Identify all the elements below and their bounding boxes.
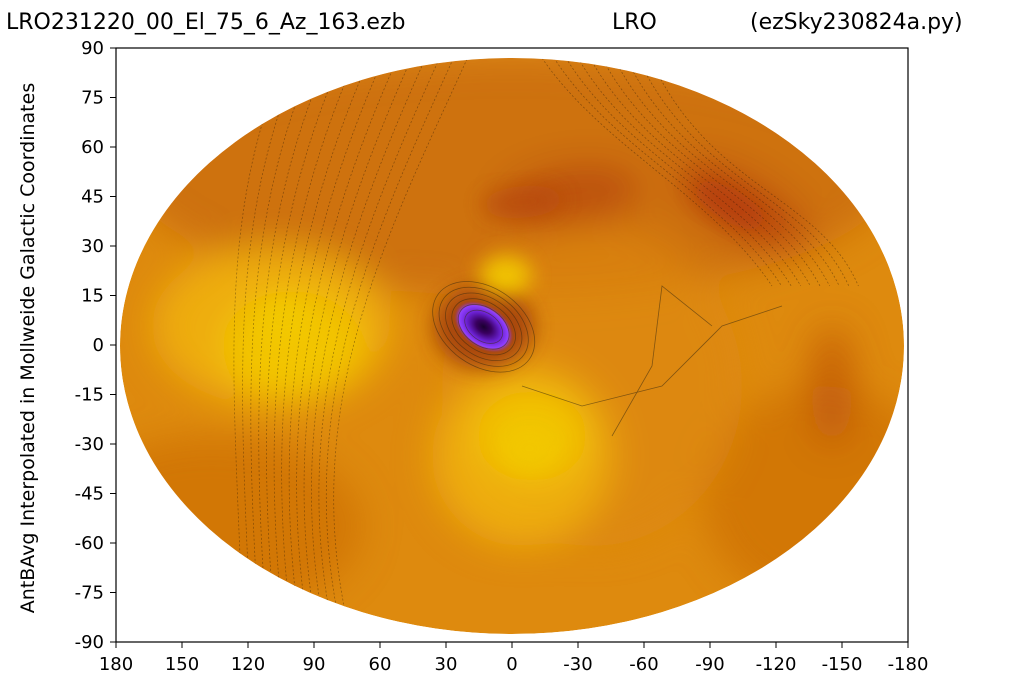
- x-tick-label: 90: [303, 654, 326, 675]
- contour-line: [625, 58, 840, 287]
- y-tick-label: -75: [75, 583, 104, 604]
- script-version-title: (ezSky230824a.py): [750, 10, 963, 35]
- x-tick-label: 120: [231, 654, 265, 675]
- x-tick-label: 30: [435, 654, 458, 675]
- x-tick-label: -120: [756, 654, 797, 675]
- contour-line: [637, 58, 850, 287]
- contour-line: [242, 58, 305, 634]
- contour-line: [613, 58, 830, 287]
- absorption-minimum-feature: [453, 300, 515, 354]
- x-tick-label: 0: [506, 654, 517, 675]
- x-tick-label: -30: [563, 654, 592, 675]
- contour-line: [601, 58, 821, 287]
- contour-ring: [457, 304, 510, 350]
- intensity-low-feature: [483, 185, 563, 219]
- y-tick-label: -60: [75, 533, 104, 554]
- site-title: LRO: [612, 10, 657, 35]
- contour-line: [311, 58, 431, 634]
- contour-ring: [438, 286, 529, 367]
- dashed-contours: [233, 58, 859, 634]
- x-tick-label: 60: [369, 654, 392, 675]
- contour-line: [296, 58, 403, 634]
- contour-line: [281, 58, 375, 634]
- y-tick-label: 45: [81, 187, 104, 208]
- contour-line: [541, 58, 773, 287]
- contour-line: [553, 58, 782, 287]
- contour-line: [521, 305, 783, 407]
- x-tick-label: 150: [165, 654, 199, 675]
- y-tick-label: -45: [75, 484, 104, 505]
- y-tick-label: -90: [75, 632, 104, 653]
- intensity-maximum-feature: [479, 255, 532, 296]
- contour-line: [565, 58, 792, 287]
- contour-ring: [451, 298, 516, 356]
- x-tick-label: 180: [99, 654, 133, 675]
- contour-line: [333, 58, 473, 634]
- intensity-low-feature: [694, 180, 766, 230]
- contour-ring: [445, 292, 523, 362]
- x-tick-label: -60: [629, 654, 658, 675]
- y-tick-label: 75: [81, 88, 104, 109]
- x-tick-label: -90: [695, 654, 724, 675]
- contour-line: [326, 58, 459, 634]
- y-tick-label: -15: [75, 385, 104, 406]
- contour-line: [611, 285, 713, 437]
- contour-line: [288, 58, 389, 634]
- field-extrema: [257, 180, 766, 469]
- contour-line: [258, 58, 333, 634]
- contour-line: [233, 58, 291, 634]
- contour-line: [649, 58, 859, 287]
- y-tick-label: 15: [81, 286, 104, 307]
- intensity-maximum-feature: [257, 300, 310, 341]
- contour-ring: [432, 281, 536, 373]
- x-tick-label: -180: [888, 654, 929, 675]
- y-tick-label: -30: [75, 434, 104, 455]
- x-tick-label: -150: [822, 654, 863, 675]
- intensity-maximum-feature: [503, 428, 556, 469]
- contour-ring: [464, 309, 504, 344]
- contour-line: [266, 58, 347, 634]
- y-tick-label: 30: [81, 236, 104, 257]
- contour-line: [577, 58, 802, 287]
- contour-line: [250, 58, 319, 634]
- contour-line: [273, 58, 361, 634]
- y-tick-label: 90: [81, 38, 104, 59]
- y-tick-label: 0: [93, 335, 104, 356]
- y-tick-label: 60: [81, 137, 104, 158]
- file-name-title: LRO231220_00_El_75_6_Az_163.ezb: [6, 10, 406, 35]
- contour-lines: [432, 281, 783, 437]
